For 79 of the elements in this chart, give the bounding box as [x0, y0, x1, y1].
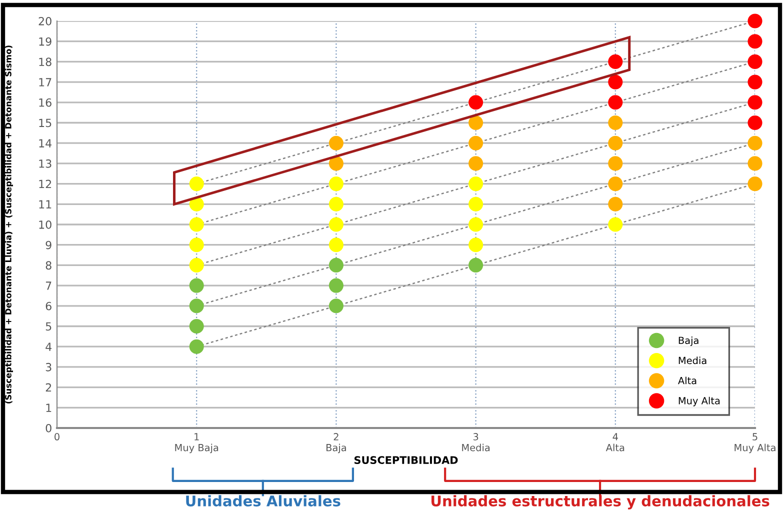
y-tick-label: 0 — [46, 424, 52, 432]
x-tick-label: 5 Muy Alta — [734, 433, 776, 454]
legend-label: Baja — [678, 336, 698, 346]
legend-label: Muy Alta — [678, 396, 720, 406]
x-tick-label: 3 Media — [462, 433, 490, 452]
y-tick-label: 20 — [38, 16, 52, 26]
y-tick-label: 9 — [46, 240, 52, 250]
y-tick-label: 2 — [46, 383, 52, 392]
point — [189, 298, 204, 314]
point — [608, 54, 623, 69]
point — [608, 217, 623, 232]
legend-label: Media — [678, 356, 706, 364]
y-tick-label: 10 — [39, 220, 52, 229]
y-tick-label: 7 — [46, 282, 52, 290]
y-tick-label: 15 — [39, 118, 52, 128]
point — [468, 176, 484, 192]
point — [328, 136, 344, 150]
point — [608, 176, 623, 192]
point — [328, 278, 344, 293]
y-tick-label: 16 — [39, 98, 52, 107]
point — [189, 339, 204, 354]
point — [189, 217, 204, 232]
point — [328, 217, 344, 232]
point — [328, 238, 344, 252]
point — [608, 95, 623, 110]
point — [189, 238, 204, 252]
point — [328, 298, 344, 314]
point — [748, 74, 762, 90]
x-axis-title: SUSCEPTIBILIDAD — [354, 456, 458, 464]
point — [189, 318, 204, 334]
x-tick-label: 0 — [54, 433, 60, 440]
y-tick-label: 14 — [39, 139, 52, 148]
y-tick-label: 12 — [39, 180, 52, 188]
point — [748, 136, 762, 150]
point — [189, 176, 204, 192]
y-tick-label: 8 — [46, 261, 52, 270]
point — [189, 278, 204, 293]
point — [328, 258, 344, 272]
y-tick-label: 17 — [39, 78, 52, 86]
x-tick-label: 4 Alta — [606, 433, 624, 452]
y-axis-title: (Susceptibilidad + Detonante Lluvia) + (Susceptibilidad + Detonante Sismo) — [4, 46, 13, 404]
text: Unidades Aluviales — [186, 495, 340, 506]
point — [748, 115, 762, 130]
point — [468, 258, 484, 272]
point — [608, 136, 623, 150]
y-tick-label: 6 — [46, 302, 52, 310]
y-tick-label: 13 — [39, 159, 52, 168]
point — [748, 34, 762, 49]
point — [468, 136, 484, 150]
y-tick-label: 5 — [46, 322, 52, 331]
legend-label: Alta — [678, 376, 696, 384]
point — [608, 115, 623, 130]
point — [748, 156, 762, 171]
point — [328, 156, 344, 171]
point — [468, 156, 484, 171]
text: Unidades estructurales y denudacionales — [431, 495, 770, 510]
y-tick-label: 4 — [46, 342, 52, 351]
y-tick-label: 1 — [46, 404, 52, 412]
point — [608, 156, 623, 171]
point — [468, 196, 484, 212]
y-tick-label: 19 — [39, 37, 52, 46]
point — [328, 176, 344, 192]
point — [748, 14, 762, 28]
point — [608, 196, 623, 212]
point — [468, 115, 484, 130]
y-tick-label: 3 — [46, 362, 52, 372]
x-tick-label: 1 Muy Baja — [175, 433, 218, 454]
y-tick-label: 18 — [39, 58, 52, 66]
point — [748, 54, 762, 69]
point — [608, 74, 623, 90]
point — [328, 196, 344, 212]
point — [468, 95, 484, 110]
x-tick-label: 2 Baja — [326, 433, 346, 454]
point — [748, 176, 762, 192]
point — [468, 238, 484, 252]
point — [189, 258, 204, 272]
y-tick-label: 11 — [39, 200, 52, 208]
point — [468, 217, 484, 232]
point — [748, 95, 762, 110]
